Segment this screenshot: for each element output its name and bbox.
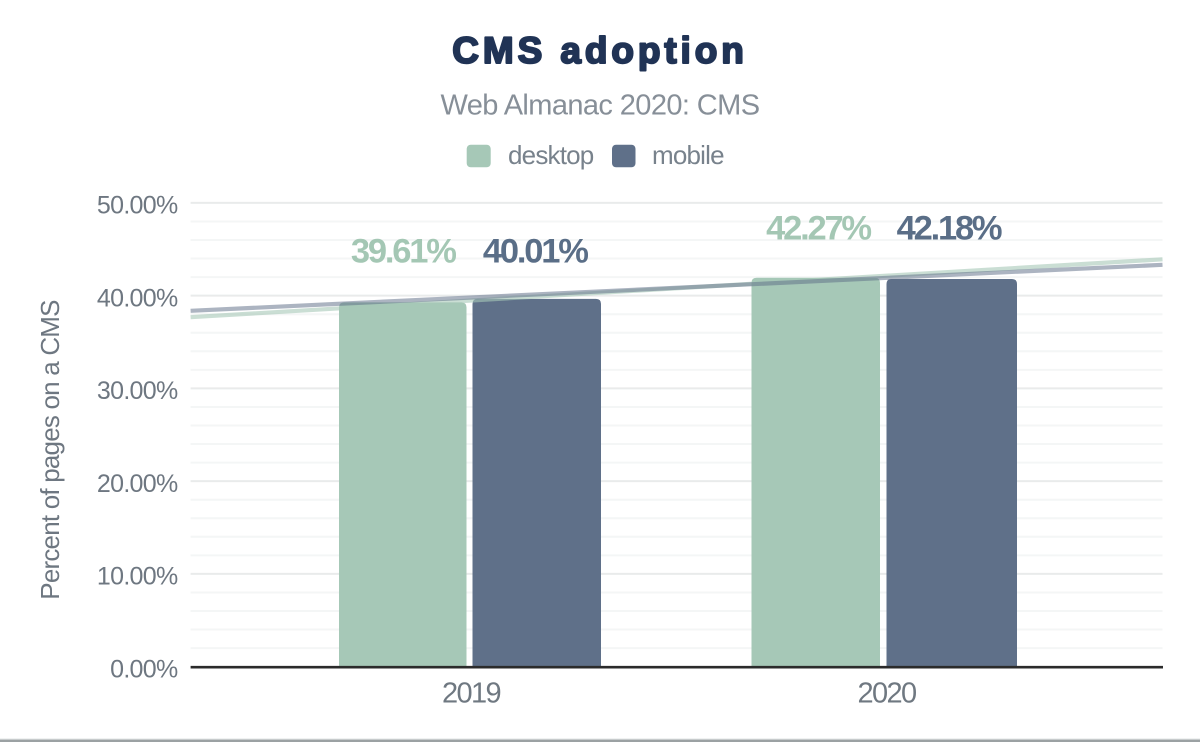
- svg-text:20.00%: 20.00%: [97, 470, 178, 498]
- svg-text:Web Almanac 2020: CMS: Web Almanac 2020: CMS: [441, 90, 760, 122]
- svg-text:42.18%: 42.18%: [897, 210, 1002, 248]
- svg-text:Percent of pages on a CMS: Percent of pages on a CMS: [35, 300, 65, 600]
- svg-text:30.00%: 30.00%: [97, 377, 178, 405]
- svg-text:0.00%: 0.00%: [110, 655, 178, 683]
- svg-text:39.61%: 39.61%: [351, 232, 456, 270]
- svg-text:50.00%: 50.00%: [97, 192, 178, 220]
- svg-text:10.00%: 10.00%: [97, 563, 178, 591]
- svg-text:2020: 2020: [857, 677, 916, 709]
- svg-text:mobile: mobile: [652, 140, 724, 170]
- svg-text:40.00%: 40.00%: [97, 284, 178, 312]
- svg-text:CMS adoption: CMS adoption: [452, 30, 747, 71]
- svg-text:40.01%: 40.01%: [483, 232, 588, 270]
- svg-text:42.27%: 42.27%: [766, 210, 871, 248]
- svg-text:desktop: desktop: [508, 140, 594, 170]
- svg-text:2019: 2019: [442, 677, 501, 709]
